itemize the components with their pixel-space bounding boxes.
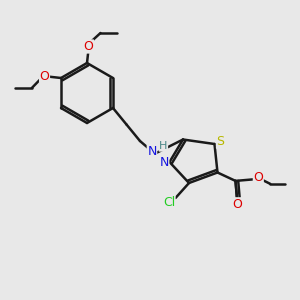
Text: Cl: Cl <box>163 196 175 209</box>
Text: O: O <box>254 171 263 184</box>
Text: O: O <box>232 198 242 211</box>
Text: H: H <box>159 141 168 151</box>
Text: N: N <box>147 145 157 158</box>
Text: S: S <box>217 135 224 148</box>
Text: N: N <box>159 155 169 169</box>
Text: O: O <box>84 40 93 53</box>
Text: O: O <box>40 70 50 83</box>
